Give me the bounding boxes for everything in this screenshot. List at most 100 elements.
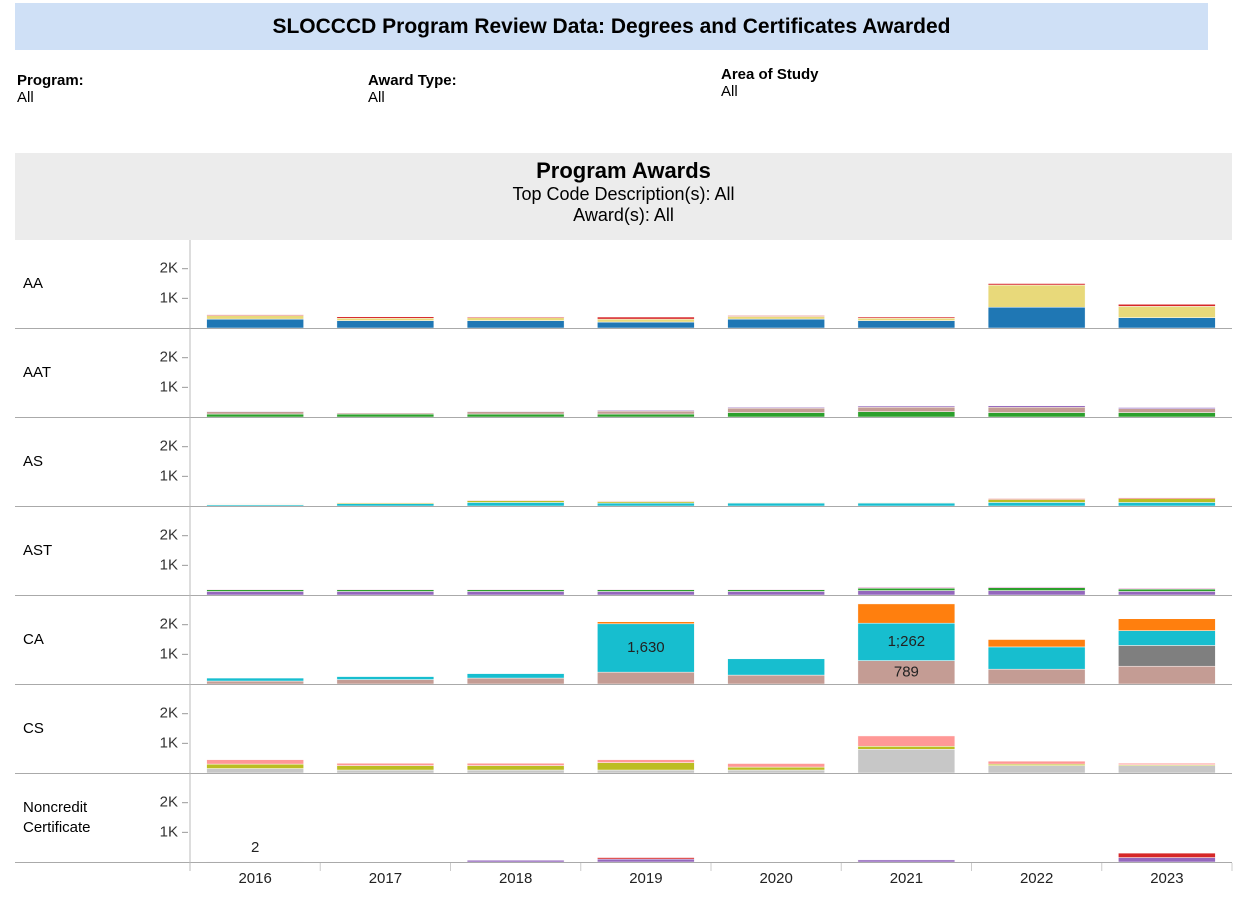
bar-segment	[1118, 852, 1216, 858]
bar-segment	[727, 407, 825, 413]
data-label: 789	[894, 663, 919, 680]
bar-segment	[597, 409, 695, 412]
bar-segment	[466, 317, 565, 321]
filter-value: All	[721, 83, 738, 100]
bar-segment	[1118, 665, 1216, 685]
x-tick-label: 2022	[1020, 870, 1053, 887]
bar-segment	[466, 500, 565, 503]
bar-segment	[857, 859, 956, 863]
bar-segment	[206, 588, 304, 590]
bar-segment	[597, 589, 695, 592]
y-tick-label: 2K	[160, 794, 178, 811]
bar-segment	[336, 316, 435, 319]
bar-segment	[206, 410, 304, 412]
chart-subtitle: Award(s): All	[573, 205, 674, 225]
bar-segment	[466, 410, 565, 412]
bar-segment	[727, 591, 825, 596]
bar-segment	[206, 763, 304, 769]
filter-label: Area of Study	[721, 66, 819, 83]
bar-segment	[466, 588, 565, 590]
bar-segment	[987, 412, 1086, 418]
filter-value: All	[368, 89, 385, 106]
bar-segment	[727, 588, 825, 590]
data-label: 1,630	[627, 639, 665, 656]
bar-segment	[206, 768, 304, 774]
bar-segment	[727, 674, 825, 685]
bar-segment	[206, 589, 304, 592]
bar-segment	[336, 769, 435, 774]
bar-segment	[1118, 587, 1216, 590]
bar-segment	[336, 320, 435, 329]
bar-segment	[987, 760, 1086, 765]
bar-segment	[987, 646, 1086, 670]
bar-segment	[987, 639, 1086, 648]
filter: Award Type: All	[368, 72, 457, 106]
bar-segment	[466, 499, 565, 501]
bar-segment	[1118, 306, 1216, 318]
panel-label: AS	[23, 453, 44, 470]
chart-header: Program Awards Top Code Description(s): …	[15, 153, 1232, 240]
bar-segment	[727, 766, 825, 771]
bar-segment	[1118, 317, 1216, 329]
bar-segment	[597, 591, 695, 596]
bar-segment	[466, 589, 565, 592]
bar-segment	[987, 284, 1086, 308]
bar-segment	[206, 315, 304, 320]
x-tick-label: 2019	[629, 870, 662, 887]
bar-segment	[987, 586, 1086, 588]
bar-segment	[987, 306, 1086, 329]
bar-segment	[987, 283, 1086, 286]
panel-label: Noncredit Certificate	[23, 799, 91, 836]
bar-segment	[857, 587, 956, 591]
bar-segment	[206, 413, 304, 418]
bar-segment	[857, 603, 956, 624]
bar-segment	[336, 765, 435, 771]
bar-segment	[727, 589, 825, 592]
y-tick-label: 1K	[160, 823, 178, 840]
bar-segment	[336, 762, 435, 766]
bar-segment	[1118, 498, 1216, 503]
bar-segment	[857, 587, 956, 589]
bar-segment	[857, 746, 956, 750]
bar-segment	[206, 680, 304, 685]
bar-segment	[206, 318, 304, 329]
y-tick-label: 2K	[160, 616, 178, 633]
bar-segment	[597, 858, 695, 863]
bar-segment	[857, 502, 956, 507]
bar-segment	[597, 500, 695, 502]
x-tick-label: 2020	[759, 870, 792, 887]
bar-segment	[857, 316, 956, 319]
bar-segment	[857, 411, 956, 418]
bar-segment	[1118, 588, 1216, 592]
bar-segment	[336, 588, 435, 590]
panel-label: CA	[23, 631, 44, 648]
bar-segment	[857, 590, 956, 596]
bar-segment	[597, 413, 695, 418]
bar-segment	[987, 765, 1086, 774]
bar-segment	[466, 591, 565, 596]
bar-segment	[1118, 408, 1216, 413]
filter: Area of Study All	[721, 66, 819, 100]
bar-segment	[206, 591, 304, 596]
bar-segment	[597, 671, 695, 685]
panel-label: CS	[23, 720, 44, 737]
y-tick-label: 1K	[160, 289, 178, 306]
bar-segment	[206, 677, 304, 682]
bar-segment	[206, 759, 304, 765]
x-tick-label: 2018	[499, 870, 532, 887]
y-tick-label: 2K	[160, 349, 178, 366]
bar-segment	[1118, 618, 1216, 631]
bar-segment	[336, 591, 435, 596]
y-tick-label: 1K	[160, 378, 178, 395]
bar-segment	[336, 679, 435, 685]
bar-segment	[466, 320, 565, 329]
bar-segment	[1118, 645, 1216, 667]
y-tick-label: 2K	[160, 260, 178, 277]
bar-segment	[597, 321, 695, 329]
bar-segment	[466, 413, 565, 418]
panel-label: AA	[23, 275, 44, 292]
bar-segment	[336, 676, 435, 680]
bar-segment	[857, 749, 956, 774]
